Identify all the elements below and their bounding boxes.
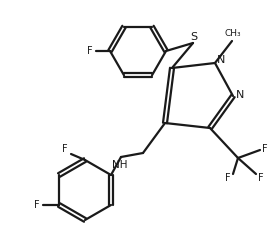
- Text: F: F: [262, 144, 268, 154]
- Text: F: F: [87, 46, 93, 56]
- Text: F: F: [225, 173, 231, 183]
- Text: NH: NH: [112, 160, 128, 170]
- Text: F: F: [258, 173, 264, 183]
- Text: N: N: [217, 55, 225, 65]
- Text: F: F: [62, 144, 68, 154]
- Text: N: N: [236, 90, 244, 100]
- Text: S: S: [190, 32, 198, 42]
- Text: F: F: [34, 200, 40, 210]
- Text: CH₃: CH₃: [225, 30, 241, 38]
